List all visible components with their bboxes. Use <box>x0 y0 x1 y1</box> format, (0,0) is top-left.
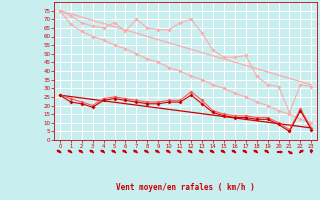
Text: Vent moyen/en rafales ( km/h ): Vent moyen/en rafales ( km/h ) <box>116 183 255 192</box>
